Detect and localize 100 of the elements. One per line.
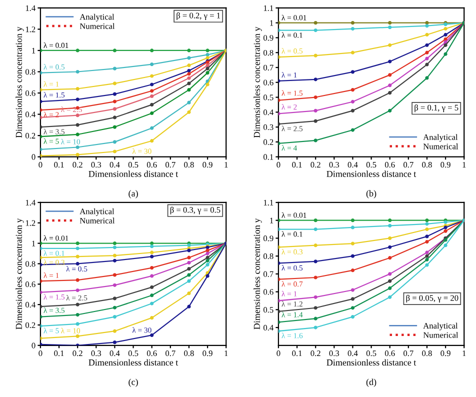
x-tick-label: 0.4 — [348, 350, 358, 356]
y-tick-label: 0.6 — [264, 80, 274, 86]
x-tick-label: 0.3 — [329, 162, 340, 168]
x-tick-label: 0.1 — [292, 350, 302, 356]
y-tick-label: 0.2 — [26, 322, 36, 328]
x-axis-title: Dimensionless distance t — [326, 170, 416, 177]
y-tick-label: 0.6 — [26, 90, 36, 96]
x-tick-label: 0.8 — [422, 162, 432, 168]
text: (b) — [366, 190, 376, 198]
y-tick-label: 0.4 — [264, 324, 274, 331]
y-tick-label: 0.4 — [264, 110, 274, 116]
x-tick-label: 0.2 — [310, 350, 320, 356]
x-axis-title: Dimensionless distance t — [88, 359, 178, 366]
x-tick-label: 0.6 — [384, 350, 395, 356]
y-tick-label: 0.8 — [264, 253, 274, 260]
x-tick-label: 0.8 — [184, 350, 194, 356]
y-tick-label: 0.6 — [264, 289, 274, 295]
x-tick-label: 0.5 — [366, 162, 376, 168]
x-axis-title: Dimensionless distance t — [326, 359, 416, 366]
annotation: β = 0.1, γ = 5 — [414, 104, 458, 112]
x-tick-label: 0.4 — [110, 350, 120, 356]
text: (d) — [366, 378, 376, 387]
y-tick-label: 0.5 — [264, 307, 274, 313]
x-tick-label: 0.8 — [184, 162, 194, 168]
x-tick-label: 0.2 — [72, 162, 82, 168]
annotation: β = 0.2, γ = 1 — [176, 12, 220, 20]
text: (a) — [128, 190, 138, 198]
y-tick-label: 1.1 — [264, 200, 274, 206]
y-tick-label: 0.7 — [264, 271, 274, 277]
y-tick-label: 1.4 — [26, 5, 36, 11]
x-tick-label: 0 — [38, 350, 42, 356]
y-axis-title: Dimensionless concentration y — [16, 26, 24, 138]
x-tick-label: 0.5 — [128, 350, 138, 356]
x-tick-label: 1 — [224, 350, 228, 356]
x-tick-label: 0.5 — [366, 350, 376, 356]
y-tick-label: 0.4 — [26, 302, 36, 308]
annotation: β = 0.3, γ = 0.5 — [170, 206, 220, 214]
x-tick-label: 1 — [462, 350, 466, 356]
y-tick-label: 0 — [32, 154, 36, 160]
x-tick-label: 0.6 — [146, 350, 157, 356]
y-tick-label: 0.8 — [264, 50, 274, 56]
y-tick-label: 0.6 — [26, 281, 36, 288]
x-tick-label: 1 — [462, 162, 466, 168]
x-tick-label: 0.2 — [310, 162, 320, 168]
x-tick-label: 1 — [224, 162, 228, 168]
y-axis-title: Dimensionless concentration y — [16, 218, 24, 330]
x-tick-label: 0.9 — [440, 162, 450, 168]
x-tick-label: 0 — [38, 162, 42, 168]
y-tick-label: 0 — [32, 342, 36, 348]
y-tick-label: 0.1 — [264, 154, 274, 160]
text: (c) — [128, 378, 138, 387]
x-tick-label: 0.6 — [384, 162, 395, 168]
y-tick-label: 0.9 — [264, 35, 274, 41]
y-tick-label: 1 — [270, 20, 274, 26]
x-tick-label: 0.3 — [91, 350, 102, 356]
x-tick-label: 0.1 — [292, 162, 302, 168]
x-tick-label: 0.2 — [72, 350, 82, 356]
y-tick-label: 0.7 — [264, 64, 274, 70]
x-tick-label: 0.8 — [422, 350, 432, 356]
legend-label: Numerical — [423, 143, 458, 150]
y-tick-label: 1.2 — [26, 220, 36, 226]
y-tick-label: 0.8 — [26, 69, 36, 75]
x-tick-label: 0.1 — [54, 162, 64, 168]
x-tick-label: 0 — [276, 350, 280, 356]
y-axis-title: Dimensionless concentration y — [254, 218, 262, 330]
y-tick-label: 1 — [32, 240, 36, 246]
legend-label: Numerical — [80, 218, 115, 224]
x-tick-label: 0.7 — [166, 350, 176, 356]
legend-label: Analytical — [80, 14, 114, 22]
legend-label: Analytical — [80, 208, 114, 216]
x-tick-label: 0.7 — [166, 162, 176, 168]
y-tick-label: 1 — [32, 48, 36, 54]
x-tick-label: 0.9 — [202, 350, 212, 356]
y-tick-label: 0.2 — [26, 132, 36, 139]
y-tick-label: 1.2 — [26, 26, 36, 32]
x-tick-label: 0.3 — [91, 162, 102, 168]
x-tick-label: 0 — [276, 162, 280, 168]
x-tick-label: 0.6 — [146, 162, 157, 168]
x-tick-label: 0.1 — [54, 350, 64, 356]
y-tick-label: 0.3 — [264, 124, 274, 130]
x-tick-label: 0.4 — [110, 162, 120, 168]
x-tick-label: 0.4 — [348, 162, 358, 168]
y-tick-label: 0.9 — [264, 236, 274, 242]
legend-label: Analytical — [423, 134, 458, 142]
legend-label: Numerical — [80, 23, 115, 29]
x-axis-title: Dimensionless distance t — [88, 170, 178, 177]
y-tick-label: 1.1 — [264, 5, 274, 11]
legend-label: Analytical — [423, 322, 458, 330]
y-tick-label: 1.4 — [26, 200, 36, 206]
y-tick-label: 0.8 — [26, 261, 36, 267]
x-tick-label: 0.9 — [202, 162, 212, 168]
x-tick-label: 0.7 — [404, 350, 414, 356]
y-tick-label: 0.5 — [264, 94, 274, 100]
x-tick-label: 0.7 — [404, 162, 414, 168]
x-tick-label: 0.9 — [440, 350, 450, 356]
y-axis-title: Dimensionless concentration y — [254, 26, 262, 138]
y-tick-label: 0.2 — [264, 139, 274, 145]
x-tick-label: 0.3 — [329, 350, 340, 356]
y-tick-label: 1 — [270, 218, 274, 224]
annotation: β = 0.05, γ = 20 — [406, 294, 458, 303]
